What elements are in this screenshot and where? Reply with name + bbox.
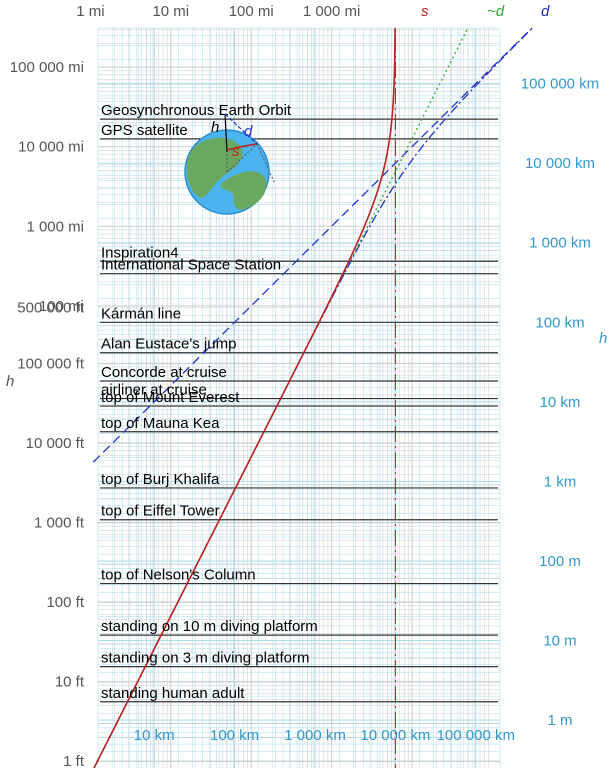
approx-d-curve xyxy=(93,27,469,768)
y-tick-left: 10 ft xyxy=(55,674,85,691)
x-tick-top: 10 mi xyxy=(152,3,189,20)
landmark-label: International Space Station xyxy=(101,257,281,274)
x-tick-top: 100 mi xyxy=(229,3,274,20)
y-tick-left: 100 mi xyxy=(39,298,84,315)
inset-d-label: d xyxy=(244,123,253,140)
landmark-label: airliner at cruise xyxy=(101,382,207,399)
landmark-label: standing human adult xyxy=(101,685,245,702)
inset-radius xyxy=(226,143,258,173)
landmark-label: standing on 3 m diving platform xyxy=(101,650,309,667)
landmark-label: top of Nelson's Column xyxy=(101,567,256,584)
landmark-label: Kármán line xyxy=(101,305,181,322)
x-tick-bottom: 100 km xyxy=(210,727,259,744)
landmark-label: top of Mauna Kea xyxy=(101,415,220,432)
landmark-label: top of Mount Everest xyxy=(101,389,240,406)
landmark-label: top of Eiffel Tower xyxy=(101,503,220,520)
x-tick-bottom: 10 000 km xyxy=(360,727,430,744)
y-tick-left: 100 ft xyxy=(46,594,84,611)
y-tick-left: 10 000 ft xyxy=(26,435,85,452)
y-tick-left: 500 000 ft xyxy=(17,300,85,317)
inset-s-arc xyxy=(226,143,258,151)
y-tick-right: 100 m xyxy=(539,553,581,570)
y-tick-right: 10 km xyxy=(540,394,581,411)
landmark-labels: Geosynchronous Earth Orbit GPS satellite I… xyxy=(101,102,318,702)
x-tick-top: 1 000 mi xyxy=(303,3,361,20)
continent-shape xyxy=(186,137,243,198)
y-tick-left: 1 ft xyxy=(63,753,85,768)
landmark-label: Inspiration4 xyxy=(101,244,179,261)
y-tick-right: 1 m xyxy=(547,712,572,729)
y-tick-left: 1 000 ft xyxy=(34,514,85,531)
inset-tangent xyxy=(256,143,276,185)
y-tick-right: 100 km xyxy=(535,314,584,331)
landmark-label: GPS satellite xyxy=(101,122,188,139)
landmark-label: top of Burj Khalifa xyxy=(101,471,220,488)
s-curve xyxy=(93,27,396,768)
inset-d-line xyxy=(224,113,258,145)
landmark-label: Concorde at cruise xyxy=(101,364,227,381)
inset-h-label: h xyxy=(211,119,219,136)
inset-s-label: s xyxy=(232,143,240,160)
series-label-d: d xyxy=(541,3,550,20)
x-tick-top: 1 mi xyxy=(76,3,104,20)
y-tick-left: 100 000 ft xyxy=(17,355,85,372)
y-tick-right: 10 m xyxy=(543,633,576,650)
x-tick-bottom: 10 km xyxy=(134,727,175,744)
inset-h-line xyxy=(224,113,228,153)
y-tick-left: 10 000 mi xyxy=(18,139,84,156)
y-tick-left: 100 000 mi xyxy=(10,59,84,76)
series-layer: s ~d d xyxy=(92,3,550,768)
x-tick-bottom: 100 000 km xyxy=(437,727,515,744)
y-axis-label-right: h xyxy=(599,330,607,347)
earth-inset: h ds xyxy=(184,113,276,215)
y-axis-label-left: h xyxy=(6,373,14,390)
x-tick-bottom: 1 000 km xyxy=(284,727,346,744)
series-label-s: s xyxy=(421,3,429,20)
y-tick-right: 1 000 km xyxy=(529,235,591,252)
reference-line xyxy=(92,27,533,463)
landmark-lines xyxy=(100,118,498,703)
tick-labels: 1 mi 10 mi 100 mi 1 000 mi 10 km 100 km 1 000 … xyxy=(6,3,607,768)
y-tick-left: 1 000 mi xyxy=(26,218,84,235)
landmark-label: Geosynchronous Earth Orbit xyxy=(101,102,292,119)
landmark-label: Alan Eustace's jump xyxy=(101,336,236,353)
y-tick-right: 10 000 km xyxy=(525,155,595,172)
continent-shape xyxy=(220,171,267,210)
y-tick-right: 1 km xyxy=(544,473,577,490)
y-tick-right: 100 000 km xyxy=(521,76,599,93)
series-label-approx-d: ~d xyxy=(487,3,505,20)
landmark-label: standing on 10 m diving platform xyxy=(101,618,318,635)
